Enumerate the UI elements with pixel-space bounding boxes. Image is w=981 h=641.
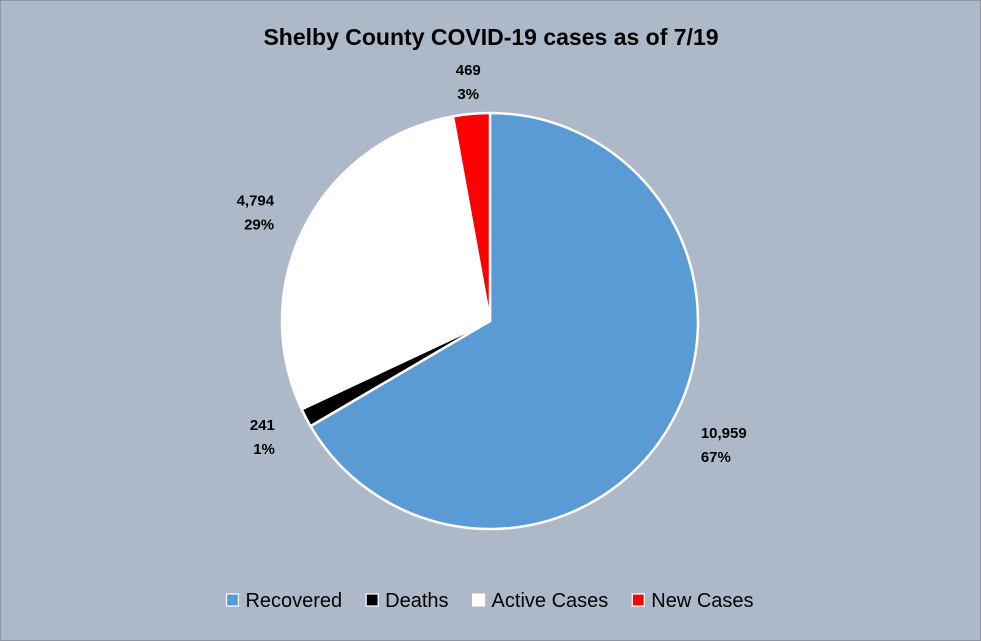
legend-swatch-recovered bbox=[225, 593, 240, 607]
data-label-percent-deaths: 1% bbox=[253, 441, 275, 458]
chart-title: Shelby County COVID-19 cases as of 7/19 bbox=[263, 24, 718, 50]
data-label-value-new-cases: 469 bbox=[456, 62, 481, 79]
legend-swatch-deaths bbox=[365, 593, 379, 607]
legend-label-recovered: Recovered bbox=[245, 590, 342, 612]
pie-slice-active-cases bbox=[280, 115, 492, 411]
legend-item-recovered: Recovered bbox=[225, 590, 342, 612]
data-label-percent-new-cases: 3% bbox=[457, 86, 479, 103]
pie-slice-new-cases bbox=[451, 111, 492, 323]
legend-item-new-cases: New Cases bbox=[631, 590, 754, 612]
legend-item-active-cases: Active Cases bbox=[471, 590, 609, 612]
data-label-value-recovered: 10,959 bbox=[701, 425, 747, 442]
legend-label-new-cases: New Cases bbox=[651, 590, 753, 612]
pie-slices bbox=[280, 111, 700, 531]
data-label-value-active-cases: 4,794 bbox=[237, 192, 275, 209]
data-label-percent-active-cases: 29% bbox=[244, 216, 274, 233]
legend: Recovered Deaths Active Cases New Cases bbox=[225, 590, 754, 612]
data-label-percent-recovered: 67% bbox=[701, 449, 731, 466]
legend-item-deaths: Deaths bbox=[365, 590, 449, 612]
legend-label-active-cases: Active Cases bbox=[492, 590, 609, 612]
data-label-value-deaths: 241 bbox=[250, 417, 275, 434]
legend-label-deaths: Deaths bbox=[385, 590, 448, 612]
legend-swatch-new-cases bbox=[631, 593, 645, 607]
pie-slice-recovered bbox=[309, 111, 700, 531]
legend-swatch-active-cases bbox=[471, 593, 486, 607]
data-labels: 10,959 67% 241 1% 4,794 29% 469 3% bbox=[237, 62, 747, 466]
